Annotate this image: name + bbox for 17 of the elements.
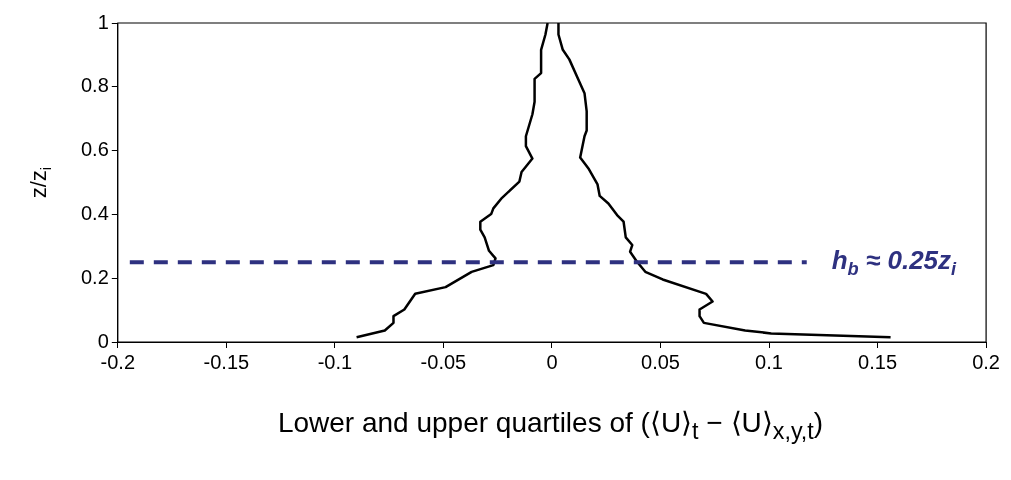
- x-tick-label: -0.2: [100, 350, 136, 373]
- y-axis-title: z/zi: [25, 166, 54, 199]
- x-tick-label: -0.15: [203, 350, 250, 373]
- y-tick-label: 0.2: [80, 265, 109, 288]
- x-tick-label: 0: [546, 350, 558, 373]
- x-axis-title: Lower and upper quartiles of (⟨U⟩$_{t}$ − ⟨U⟩$_{x,y,t}$): [276, 406, 825, 445]
- x-tick-label: 0.05: [641, 350, 680, 373]
- x-tick-label: 0.2: [972, 350, 1000, 373]
- y-tick-label: 0.6: [80, 138, 109, 161]
- x-tick-label: -0.1: [317, 350, 353, 373]
- x-tick-label: 0.1: [755, 350, 783, 373]
- x-tick-label: -0.05: [420, 350, 467, 373]
- x-tick-label: 0.15: [858, 350, 898, 373]
- y-tick-label: 0.8: [80, 74, 109, 97]
- y-tick-label: 0: [97, 329, 109, 352]
- y-tick-label: 1: [97, 10, 109, 33]
- y-tick-label: 0.4: [80, 201, 109, 224]
